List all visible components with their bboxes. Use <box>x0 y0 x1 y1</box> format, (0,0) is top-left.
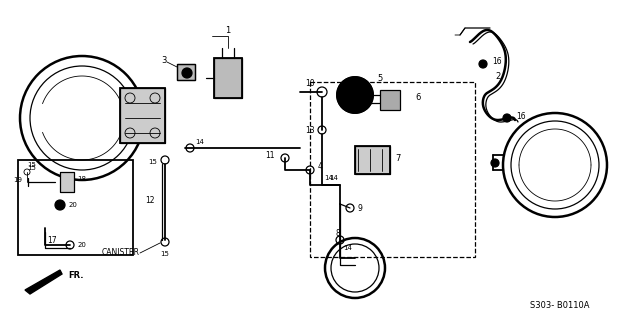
Bar <box>355 146 390 174</box>
Bar <box>120 88 165 143</box>
Text: 5: 5 <box>378 74 383 83</box>
Text: 15: 15 <box>28 162 36 168</box>
Bar <box>60 172 74 192</box>
Text: 8: 8 <box>335 228 340 237</box>
Text: 13: 13 <box>305 125 315 134</box>
Circle shape <box>491 159 499 167</box>
Bar <box>355 146 390 174</box>
Text: 16: 16 <box>516 111 526 121</box>
Text: 9: 9 <box>358 204 363 212</box>
Text: 11: 11 <box>266 150 275 159</box>
Bar <box>310 82 475 257</box>
Text: 14: 14 <box>344 245 352 251</box>
Polygon shape <box>25 270 62 294</box>
Circle shape <box>182 68 192 78</box>
Text: 10: 10 <box>305 78 315 87</box>
Text: 15: 15 <box>148 159 157 165</box>
Text: 15: 15 <box>161 251 169 257</box>
Text: 17: 17 <box>47 236 57 244</box>
Text: 3: 3 <box>162 55 167 65</box>
Text: 1: 1 <box>226 26 231 35</box>
Bar <box>214 58 242 98</box>
Bar <box>120 88 165 143</box>
Text: 18: 18 <box>77 176 86 182</box>
Bar <box>177 64 195 80</box>
Text: 2: 2 <box>496 71 501 81</box>
Circle shape <box>479 60 487 68</box>
Text: 14: 14 <box>195 139 205 145</box>
Text: S303- B0110A: S303- B0110A <box>530 300 590 309</box>
Text: 16: 16 <box>492 57 502 66</box>
Bar <box>60 172 74 192</box>
Circle shape <box>503 114 511 122</box>
Text: 4: 4 <box>318 162 323 171</box>
Text: 20: 20 <box>69 202 78 208</box>
Circle shape <box>337 77 373 113</box>
Bar <box>177 64 195 80</box>
Text: 14: 14 <box>329 175 338 181</box>
Text: 7: 7 <box>395 154 400 163</box>
Circle shape <box>55 200 65 210</box>
Bar <box>18 160 133 255</box>
Text: FR.: FR. <box>68 271 83 281</box>
Text: 15: 15 <box>28 165 36 171</box>
Bar <box>214 58 242 98</box>
Text: CANISTER: CANISTER <box>102 247 140 257</box>
Text: 19: 19 <box>13 177 22 183</box>
Text: 20: 20 <box>78 242 87 248</box>
Text: 12: 12 <box>145 196 155 204</box>
Bar <box>380 90 400 110</box>
Text: 14: 14 <box>324 175 333 181</box>
Text: 6: 6 <box>415 92 420 101</box>
